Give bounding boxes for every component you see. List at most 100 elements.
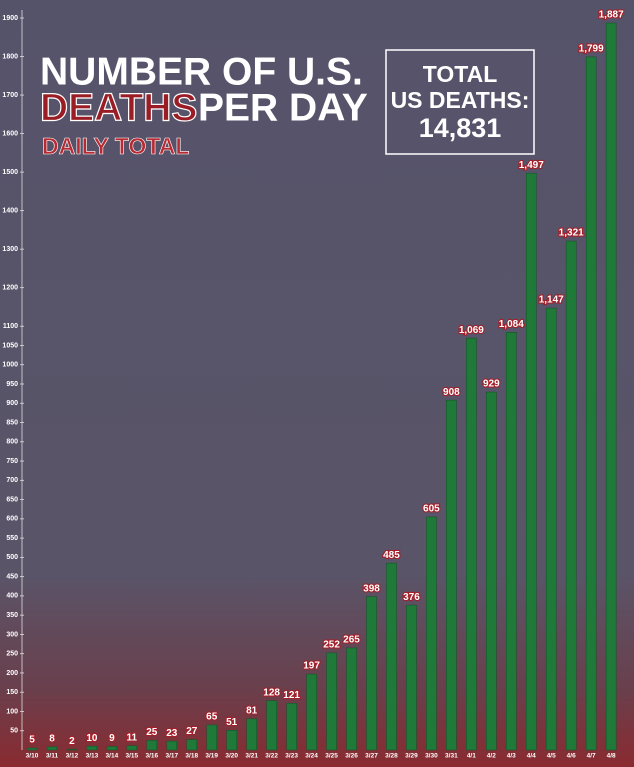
x-tick-label: 3/18 — [185, 753, 198, 760]
x-tick-label: 3/20 — [225, 753, 238, 760]
bar — [406, 604, 417, 751]
y-tick-label: 150 — [6, 689, 18, 696]
bar — [126, 745, 138, 751]
y-tick-label: 550 — [6, 535, 18, 542]
value-label: 1,147 — [539, 295, 564, 306]
x-tick-label: 3/19 — [205, 753, 218, 760]
bar — [166, 740, 178, 751]
y-tick-label: 200 — [6, 670, 18, 677]
bar — [186, 739, 198, 751]
x-tick-label: 4/7 — [587, 753, 596, 760]
bar — [426, 516, 437, 751]
bar — [106, 746, 118, 751]
value-label: 23 — [166, 728, 178, 739]
bar — [565, 240, 577, 751]
title-rest: PER DAY — [198, 86, 368, 129]
value-label: 1,069 — [459, 325, 484, 336]
bar — [206, 724, 218, 751]
total-box — [385, 49, 535, 155]
value-label: 8 — [49, 734, 55, 745]
x-tick-label: 3/28 — [385, 753, 398, 760]
value-label: 252 — [323, 640, 340, 651]
y-tick-label: 50 — [10, 728, 18, 735]
value-label: 197 — [303, 661, 320, 672]
x-tick-label: 3/21 — [245, 753, 258, 760]
value-label: 908 — [443, 387, 460, 398]
x-tick-label: 3/16 — [145, 753, 158, 760]
value-label: 128 — [263, 687, 280, 698]
y-tick-label: 650 — [6, 496, 18, 503]
y-tick-label: 700 — [6, 477, 18, 484]
value-label: 51 — [226, 717, 238, 728]
bar — [446, 399, 457, 751]
y-tick-label: 450 — [6, 573, 18, 580]
bar — [545, 307, 557, 751]
value-label: 265 — [343, 635, 360, 646]
x-tick-label: 3/27 — [365, 753, 378, 760]
y-tick-label: 1500 — [2, 169, 18, 176]
x-tick-label: 4/3 — [507, 753, 516, 760]
x-tick-label: 4/6 — [567, 753, 576, 760]
y-tick-label: 1100 — [3, 323, 18, 330]
bar — [246, 718, 257, 751]
y-tick-label: 1400 — [2, 207, 18, 214]
x-tick-label: 4/4 — [527, 753, 536, 760]
y-tick-label: 500 — [6, 554, 18, 561]
y-tick-label: 1300 — [2, 246, 18, 253]
annotation-line: TOTAL — [423, 61, 498, 87]
bar — [585, 56, 597, 751]
value-label: 398 — [363, 583, 380, 594]
y-tick-label: 1600 — [2, 130, 18, 137]
value-label: 25 — [146, 727, 158, 738]
bar — [286, 703, 297, 751]
y-tick-label: 950 — [6, 381, 18, 388]
x-tick-label: 3/26 — [345, 753, 358, 760]
bar — [326, 652, 337, 751]
value-label: 1,497 — [519, 160, 544, 171]
bar — [66, 748, 78, 751]
x-tick-label: 3/17 — [165, 753, 178, 760]
bar — [605, 22, 617, 751]
y-tick-label: 1800 — [2, 53, 18, 60]
x-tick-label: 3/23 — [285, 753, 298, 760]
x-tick-label: 3/14 — [106, 753, 119, 760]
bar — [466, 337, 477, 751]
y-tick-label: 250 — [6, 651, 18, 658]
annotation-value: 14,831 — [419, 113, 502, 143]
value-label: 1,084 — [499, 319, 524, 330]
value-label: 929 — [483, 379, 500, 390]
x-tick-label: 4/2 — [487, 753, 496, 760]
x-tick-label: 3/29 — [405, 753, 418, 760]
bar — [505, 332, 517, 751]
bar — [346, 647, 357, 751]
y-tick-label: 350 — [6, 612, 18, 619]
bar — [146, 740, 158, 751]
x-tick-label: 3/13 — [86, 753, 99, 760]
annotation-line: US DEATHS: — [391, 87, 530, 113]
value-label: 5 — [29, 735, 35, 746]
x-tick-label: 4/1 — [467, 753, 476, 760]
y-tick-label: 900 — [6, 400, 18, 407]
bar — [386, 562, 397, 751]
value-label: 376 — [403, 592, 420, 603]
value-label: 1,799 — [579, 44, 604, 55]
subtitle: DAILY TOTAL — [42, 133, 189, 159]
bar — [86, 745, 98, 751]
bar — [486, 391, 497, 751]
y-tick-label: 300 — [6, 631, 18, 638]
y-tick-label: 1900 — [2, 15, 18, 22]
title-highlight: DEATHS — [40, 86, 197, 129]
y-tick-label: 850 — [6, 419, 18, 426]
y-tick-label: 1000 — [2, 362, 18, 369]
y-tick-label: 100 — [6, 708, 18, 715]
x-tick-label: 3/24 — [305, 753, 318, 760]
value-label: 81 — [246, 705, 258, 716]
value-label: 10 — [86, 733, 98, 744]
value-label: 2 — [69, 736, 75, 747]
value-label: 121 — [283, 690, 300, 701]
value-label: 9 — [109, 733, 115, 744]
value-label: 485 — [383, 550, 400, 561]
bar — [306, 673, 317, 751]
value-label: 65 — [206, 712, 218, 723]
